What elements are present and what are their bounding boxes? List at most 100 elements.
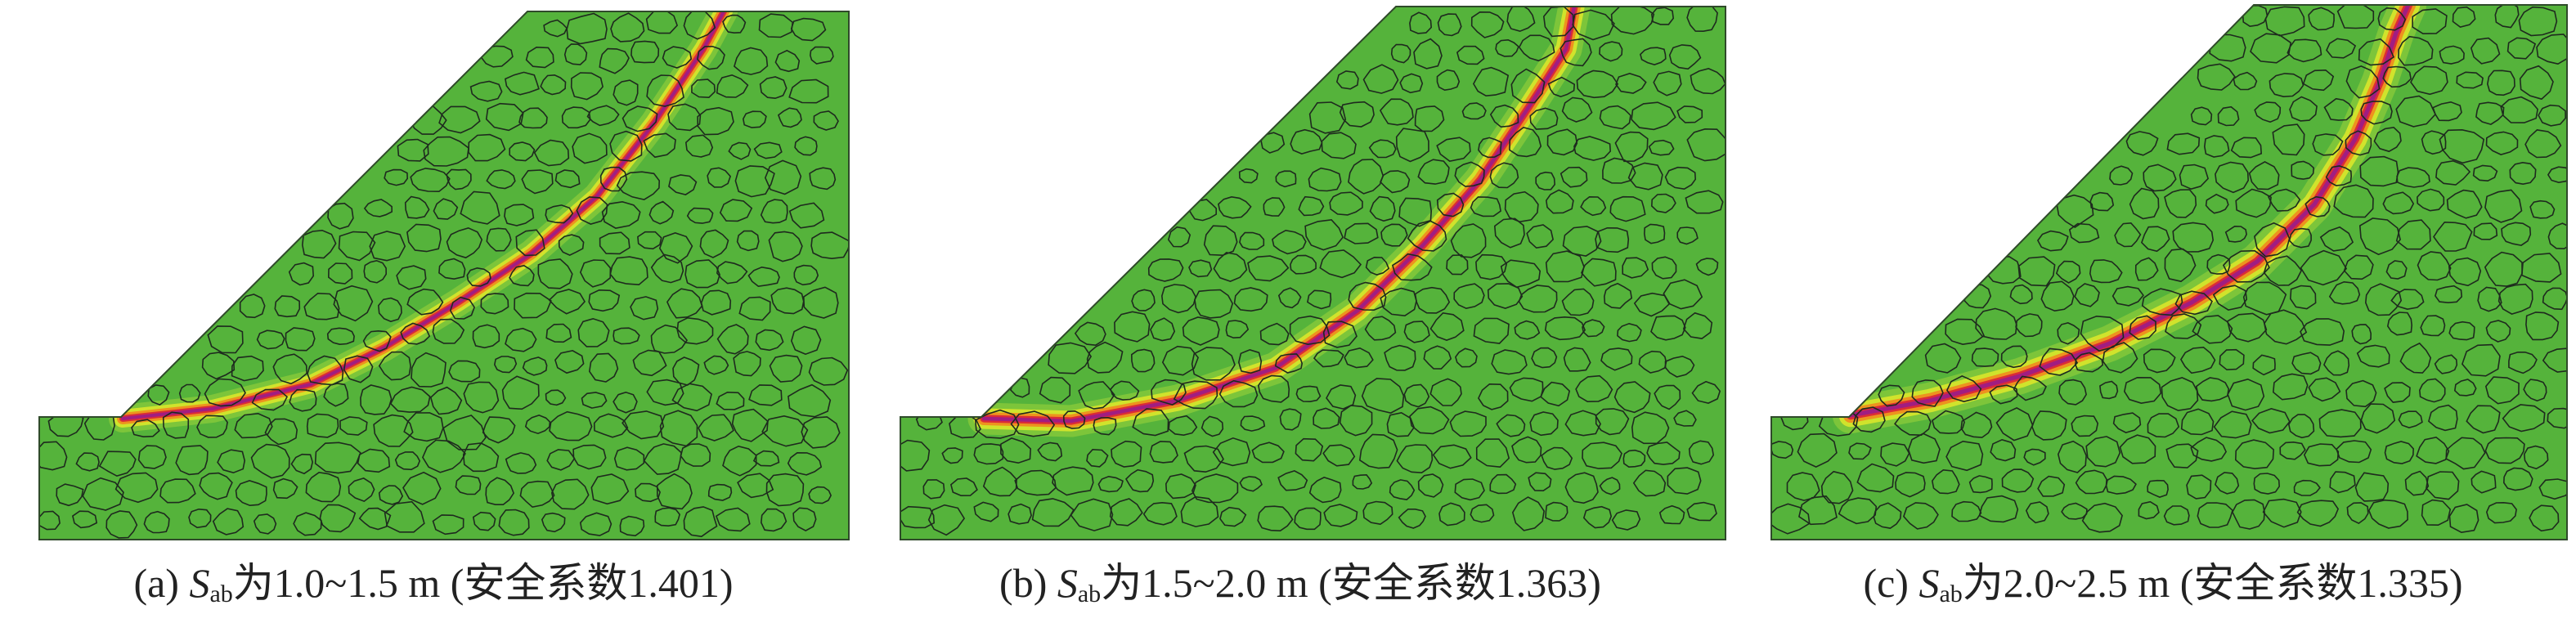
rock-block: [1165, 473, 1196, 500]
rock-block: [742, 110, 767, 128]
rock-block: [1489, 104, 1519, 128]
rock-block: [2529, 199, 2556, 219]
rock-block: [588, 289, 621, 312]
rock-block: [1449, 410, 1487, 437]
rock-block: [384, 500, 425, 533]
rock-block: [2404, 470, 2430, 496]
rock-block: [1257, 505, 1294, 532]
rock-block: [697, 106, 734, 136]
rock-block: [2485, 320, 2511, 343]
rock-block: [404, 195, 430, 219]
rock-block: [2129, 187, 2160, 220]
rock-block: [196, 415, 228, 438]
rock-block: [1473, 317, 1510, 344]
rock-block: [1454, 161, 1485, 187]
rock-block: [212, 508, 245, 536]
rock-block: [1786, 472, 1820, 501]
rock-block: [493, 356, 518, 374]
rock-block: [1564, 472, 1599, 504]
rock-block: [1491, 349, 1528, 375]
rock-block: [2089, 191, 2115, 212]
rock-block: [2453, 379, 2477, 397]
rock-block: [2502, 404, 2546, 433]
rock-block: [699, 229, 729, 258]
rock-block: [1403, 383, 1430, 408]
rock-block: [2057, 440, 2087, 473]
rock-block: [485, 477, 514, 506]
rock-block: [2279, 441, 2306, 460]
rock-block: [1456, 45, 1485, 65]
rock-block: [768, 231, 803, 262]
rock-block: [2013, 375, 2047, 401]
rock-block: [788, 383, 832, 418]
rock-block: [1878, 384, 1905, 407]
rock-block: [599, 47, 630, 74]
rock-block: [1487, 283, 1524, 309]
rock-block: [2147, 479, 2169, 498]
rock-block: [566, 12, 608, 45]
rock-block: [738, 296, 771, 321]
rock-block: [1602, 157, 1636, 184]
rock-block: [619, 515, 645, 537]
rock-block: [2435, 285, 2463, 304]
rock-block: [2190, 106, 2213, 126]
rock-block: [1691, 380, 1721, 404]
rock-block: [790, 325, 822, 356]
rock-block: [1294, 507, 1322, 531]
rock-block: [1654, 384, 1681, 410]
rock-block: [1472, 66, 1510, 97]
rock-block: [2009, 284, 2033, 305]
rock-block: [1326, 384, 1357, 410]
rock-block: [1478, 137, 1502, 159]
rock-block: [1446, 254, 1469, 276]
rock-block: [2538, 478, 2567, 500]
rock-block: [1131, 289, 1156, 312]
rock-block: [251, 388, 288, 411]
rock-block: [482, 416, 516, 444]
rock-block: [1546, 128, 1578, 156]
rock-block: [684, 259, 720, 289]
rock-block: [1856, 463, 1895, 493]
rock-block: [2486, 69, 2515, 96]
rock-block: [1509, 377, 1544, 402]
rock-block: [973, 501, 999, 522]
rock-block: [630, 296, 659, 320]
rock-block: [446, 226, 483, 259]
rock-block: [683, 506, 718, 538]
rock-block: [486, 169, 516, 190]
rock-block: [363, 199, 393, 217]
rock-block: [2323, 97, 2354, 121]
rock-block: [514, 292, 552, 319]
rock-block: [1610, 7, 1655, 35]
rock-block: [2264, 309, 2308, 345]
rock-block: [1477, 383, 1509, 410]
rock-block: [2112, 285, 2144, 307]
rock-block: [433, 198, 459, 220]
rock-block: [2477, 286, 2502, 312]
rock-block: [446, 168, 472, 190]
rock-block: [2326, 38, 2357, 59]
rock-block: [1658, 504, 1685, 525]
rock-block: [666, 288, 703, 319]
rock-block: [1975, 307, 2017, 340]
rock-block: [2001, 468, 2035, 493]
rock-block: [1390, 43, 1411, 64]
rock-block: [2057, 322, 2080, 345]
rock-block: [1535, 171, 1556, 190]
rock-block: [2508, 351, 2538, 374]
caption-c: (c) Sab为2.0~2.5 m (安全系数1.335): [1758, 554, 2568, 612]
rock-block: [1279, 408, 1302, 431]
rock-block: [2025, 501, 2049, 524]
rock-block: [2497, 283, 2533, 315]
rock-block: [949, 477, 978, 497]
caption-a-label: (a): [133, 560, 179, 606]
rock-block: [2134, 257, 2159, 281]
rock-block: [2509, 161, 2537, 186]
rock-block: [2346, 502, 2369, 525]
rock-block: [2224, 225, 2247, 243]
rock-block: [2358, 217, 2401, 256]
rock-block: [1218, 195, 1252, 219]
rock-block: [719, 199, 753, 222]
rock-block: [159, 478, 196, 504]
caption-b-subscript: ab: [1077, 580, 1102, 607]
